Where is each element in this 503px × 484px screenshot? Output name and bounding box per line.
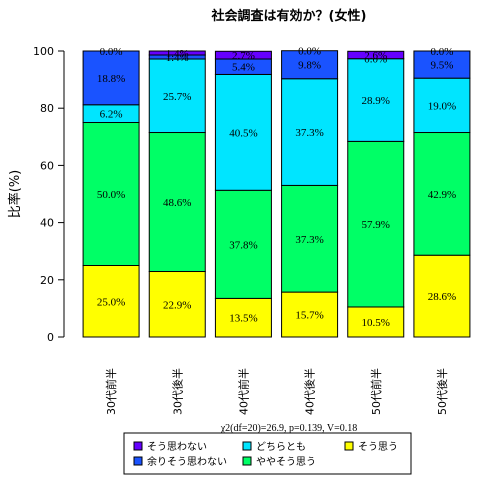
data-label: 0.0% [100, 46, 123, 58]
bar-segment [413, 77, 471, 134]
bar-segment [82, 50, 140, 106]
bar-segment [148, 271, 206, 338]
stat-text: χ2(df=20)=26.9, p=0.139, V=0.18 [220, 423, 358, 434]
legend-swatch [133, 441, 143, 451]
legend-box [123, 432, 412, 475]
data-label: 18.8% [97, 73, 125, 85]
legend-label: ややそう思う [256, 456, 316, 468]
x-category-label: 30代後半 [170, 368, 184, 415]
data-label: 37.8% [229, 239, 257, 251]
data-label: 25.7% [163, 91, 191, 103]
data-label: 28.6% [428, 291, 456, 303]
data-label: 10.5% [362, 317, 390, 329]
bar-segment [413, 132, 471, 256]
data-label: 2.7% [232, 50, 255, 62]
data-label: 2.6% [364, 50, 387, 62]
data-label: 15.7% [295, 310, 323, 322]
data-label: 19.0% [428, 100, 456, 112]
x-category-label: 40代前半 [236, 368, 250, 415]
legend-swatch [133, 456, 143, 466]
bar-segment [148, 58, 206, 134]
data-label: 0.0% [298, 46, 321, 58]
bar-segment [148, 132, 206, 273]
y-axis-label: 比率(%) [7, 170, 23, 219]
bar-segment [281, 291, 339, 338]
bar-segment [148, 50, 206, 56]
y-tick-label: 20 [40, 274, 54, 287]
bar-segment [413, 50, 471, 79]
legend-label: そう思わない [147, 441, 207, 453]
legend-swatch [344, 441, 354, 451]
data-label: 22.9% [163, 299, 191, 311]
bar-segment [214, 73, 272, 191]
y-tick-label: 80 [40, 102, 54, 115]
data-label: 57.9% [362, 219, 390, 231]
data-label: 37.3% [295, 127, 323, 139]
data-label: 50.0% [97, 189, 125, 201]
legend-label: そう思う [358, 441, 398, 453]
data-label: 28.9% [362, 95, 390, 107]
data-label: 1.4% [166, 52, 189, 64]
legend-swatch [242, 456, 252, 466]
data-label: 42.9% [428, 189, 456, 201]
bar-segment [281, 184, 339, 293]
bar-segment [347, 306, 405, 338]
bar-segment [82, 265, 140, 338]
x-category-label: 50代前半 [369, 368, 383, 415]
y-tick-label: 100 [33, 45, 54, 58]
bar-segment [347, 58, 405, 142]
chart-title: 社会調査は有効か？(女性) [211, 8, 367, 24]
data-label: 37.3% [295, 234, 323, 246]
legend-label: どちらとも [256, 441, 306, 453]
data-label: 9.8% [298, 60, 321, 72]
bar-segment [214, 297, 272, 338]
data-label: 5.4% [232, 62, 255, 74]
y-tick-label: 60 [40, 159, 54, 172]
y-tick-label: 0 [47, 331, 54, 344]
legend-label: 余りそう思わない [147, 455, 227, 468]
data-label: 40.5% [229, 127, 257, 139]
legend-swatch [242, 441, 252, 451]
x-category-label: 30代前半 [104, 368, 118, 415]
bar-segment [214, 50, 272, 60]
data-label: 1.4% [166, 48, 189, 60]
x-category-label: 40代後半 [303, 368, 317, 415]
bar-segment [347, 50, 405, 60]
bar-segment [281, 78, 339, 186]
data-label: 6.2% [100, 109, 123, 121]
y-tick-label: 40 [40, 217, 54, 230]
data-label: 48.6% [163, 197, 191, 209]
bar-segment [82, 122, 140, 266]
data-label: 0.0% [430, 46, 453, 58]
x-category-label: 50代後半 [435, 368, 449, 415]
data-label: 9.5% [430, 60, 453, 72]
data-label: 13.5% [229, 313, 257, 325]
bar-segment [281, 50, 339, 80]
bar-segment [347, 140, 405, 308]
bar-segment [214, 189, 272, 299]
data-label: 25.0% [97, 296, 125, 308]
